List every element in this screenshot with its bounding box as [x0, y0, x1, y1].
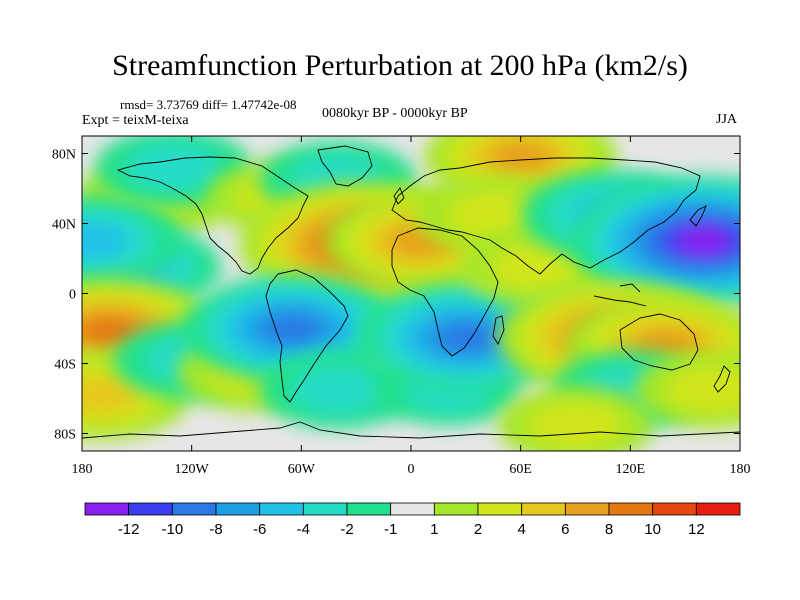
colorbar-label: 4 — [517, 521, 525, 538]
coastline-madagascar — [492, 315, 505, 345]
colorbar-label: -12 — [118, 521, 140, 538]
coastline-eurasia — [391, 157, 701, 275]
y-tick-label: 80S — [54, 428, 76, 443]
colorbar-swatch — [171, 502, 217, 516]
contour-level — [82, 317, 139, 347]
contour-level — [82, 375, 139, 415]
period-label: 0080kyr BP - 0000kyr BP — [322, 106, 468, 121]
coastline-new-zealand — [713, 365, 731, 393]
anomaly-cell — [634, 350, 740, 429]
anomaly-cell — [497, 385, 654, 451]
anomaly-cell — [82, 196, 182, 286]
contour-level — [665, 366, 740, 414]
colorbar-swatch — [695, 502, 741, 516]
contour-level — [488, 141, 553, 173]
x-tick-label: 0 — [408, 462, 415, 477]
contour-level — [446, 191, 541, 239]
contour-level — [262, 313, 322, 344]
colorbar-label: 1 — [430, 521, 438, 538]
colorbar-label: -1 — [384, 521, 397, 538]
colorbar-swatch — [477, 502, 523, 516]
anomaly-cell — [571, 175, 740, 307]
contour-level — [677, 227, 730, 255]
x-tick-label: 60E — [509, 462, 532, 477]
contour-level — [82, 221, 130, 261]
colorbar-swatch — [84, 502, 130, 516]
y-tick-label: 40N — [52, 218, 76, 233]
colorbar-swatch — [521, 502, 566, 516]
colorbar-label: -4 — [297, 521, 310, 538]
colorbar-swatch — [608, 502, 654, 516]
coastline-antarctica — [82, 421, 740, 439]
colorbar-label: 12 — [688, 521, 705, 538]
axis-ticks: 180 120W 60W 0 60E 120E 180 80N 40N 0 40S 80S — [52, 136, 751, 477]
coastlines — [82, 145, 740, 439]
x-tick-label: 60W — [288, 462, 316, 477]
colorbar-swatch — [390, 502, 435, 516]
experiment-label: Expt = teixM-teixa — [82, 113, 189, 128]
colorbar-label: 2 — [474, 521, 482, 538]
contour-level — [126, 144, 221, 191]
x-tick-label: 120W — [175, 462, 210, 477]
colorbar-label: -2 — [340, 521, 353, 538]
coastline-britain — [393, 187, 405, 205]
colorbar-swatch — [346, 502, 392, 516]
colorbar-swatch — [259, 502, 304, 516]
contour-level — [291, 366, 385, 414]
colorbar: -12 -10 -8 -6 -4 -2 -1 1 2 4 6 8 10 12 — [84, 502, 741, 538]
x-tick-label: 120E — [616, 462, 646, 477]
anomaly-cell — [259, 350, 416, 429]
x-tick-label: 180 — [72, 462, 93, 477]
colorbar-label: -6 — [253, 521, 266, 538]
anomaly-cell — [184, 274, 401, 383]
contour-level — [528, 401, 623, 449]
colorbar-swatch — [652, 502, 697, 516]
x-tick-label: 180 — [730, 462, 751, 477]
colorbar-label: -8 — [209, 521, 222, 538]
y-tick-label: 80N — [52, 148, 76, 163]
colorbar-swatch — [302, 502, 348, 516]
y-tick-label: 40S — [54, 358, 76, 373]
coastline-japan — [689, 205, 707, 227]
contour-level — [436, 322, 496, 352]
coastline-indonesia — [593, 283, 647, 307]
colorbar-swatch — [215, 502, 261, 516]
coastline-australia — [619, 313, 699, 371]
colorbar-swatch — [564, 502, 610, 516]
coastline-north-america — [116, 156, 309, 275]
colorbar-swatch — [128, 502, 173, 516]
coastline-africa — [391, 227, 499, 357]
stats-label: rmsd= 3.73769 diff= 1.47742e-08 — [120, 97, 297, 112]
colorbar-label: -10 — [161, 521, 183, 538]
chart-title: Streamfunction Perturbation at 200 hPa (… — [112, 49, 688, 82]
coastline-south-america — [265, 269, 349, 403]
contour-field — [82, 136, 740, 451]
y-tick-label: 0 — [69, 288, 76, 303]
coastline-greenland — [317, 145, 373, 187]
colorbar-swatch — [433, 502, 479, 516]
plot-area — [81, 135, 741, 452]
season-label: JJA — [716, 112, 738, 127]
colorbar-label: 8 — [605, 521, 613, 538]
colorbar-label: 10 — [644, 521, 661, 538]
colorbar-label: 6 — [561, 521, 569, 538]
